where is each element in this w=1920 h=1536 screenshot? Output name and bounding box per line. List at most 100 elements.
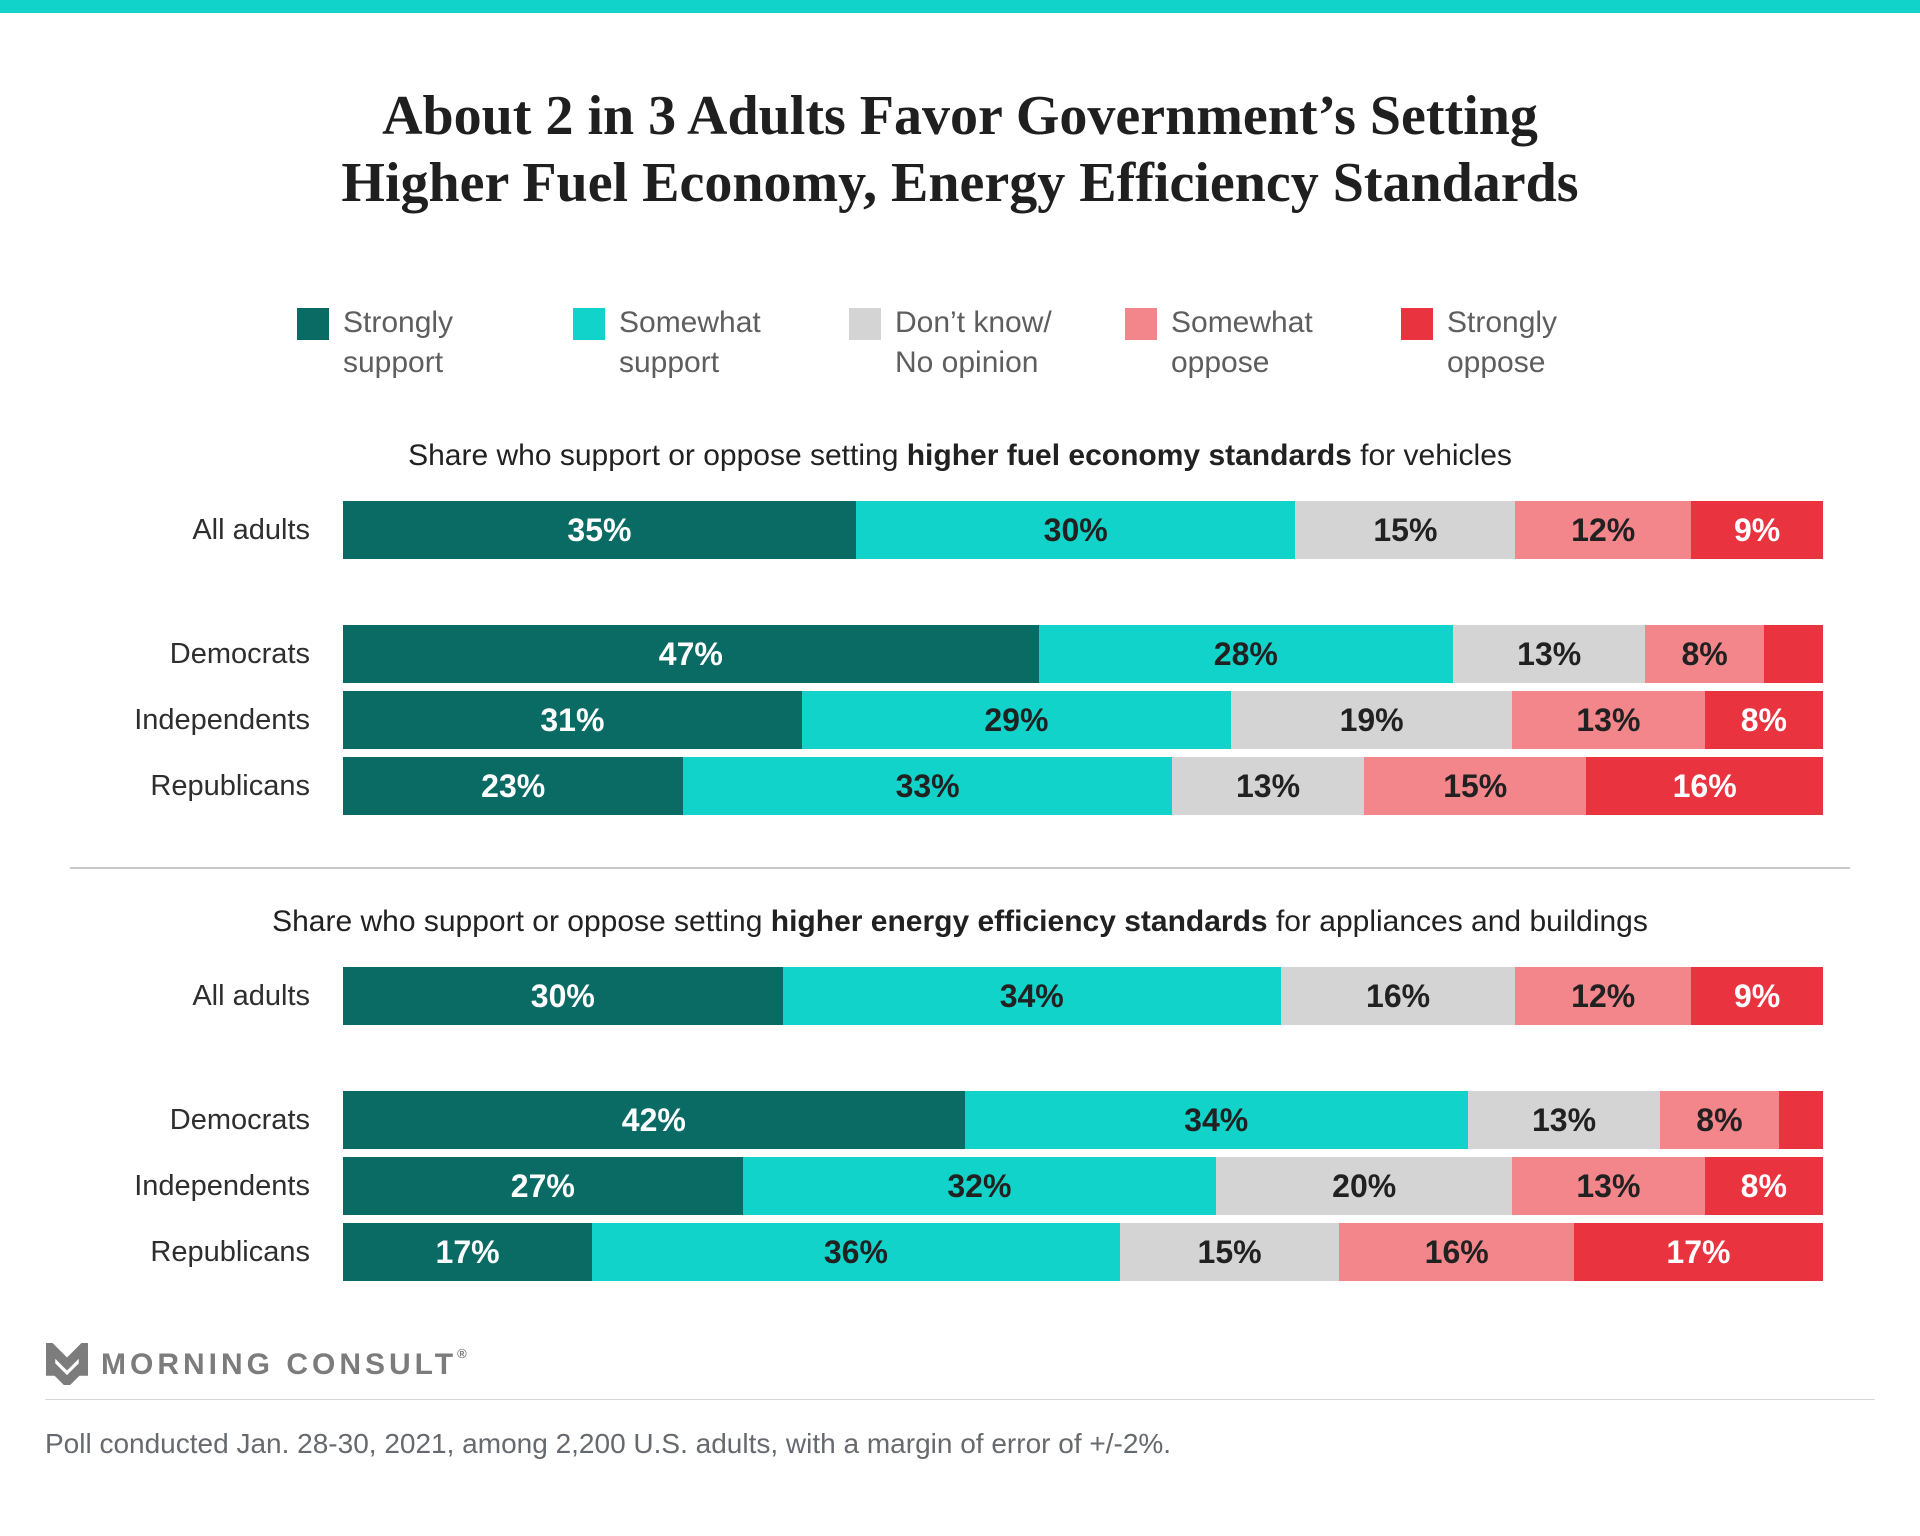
bar-segment: 30%: [343, 967, 783, 1026]
bar-segment: 8%: [1645, 625, 1764, 684]
bar-segment: 13%: [1512, 691, 1705, 750]
legend-label: Somewhat support: [619, 306, 761, 380]
stacked-bar: 27% 32% 20% 13% 8%: [343, 1157, 1823, 1216]
section-subtitle-fuel-economy: Share who support or oppose setting high…: [0, 439, 1920, 473]
bar-segment: 28%: [1038, 625, 1453, 684]
chart-row: All adults 35% 30% 15% 12% 9%: [0, 501, 1823, 560]
legend-label: Strongly oppose: [1447, 306, 1558, 380]
bar-segment: 8%: [1704, 1157, 1823, 1216]
stacked-bar: 35% 30% 15% 12% 9%: [343, 501, 1823, 560]
bar-segment: 9%: [1691, 501, 1823, 560]
bar-segment: 30%: [855, 501, 1296, 560]
bar-segment: 27%: [343, 1157, 743, 1216]
row-label: All adults: [192, 979, 310, 1012]
subtitle-bold: higher fuel economy standards: [906, 439, 1352, 473]
chart-title-line1: About 2 in 3 Adults Favor Government’s S…: [382, 85, 1538, 147]
bar-segment: 20%: [1216, 1157, 1513, 1216]
legend-label: Don’t know/ No opinion: [895, 306, 1052, 380]
legend-item: Strongly oppose: [1401, 303, 1623, 383]
footer: MORNING CONSULT® Poll conducted Jan. 28-…: [45, 1343, 1875, 1460]
chart-row: Republicans 23% 33% 13% 15% 16%: [0, 757, 1824, 816]
chart-row: Democrats 42% 34% 13% 8%: [0, 1091, 1824, 1150]
legend-swatch: [573, 308, 605, 341]
stacked-bar: 47% 28% 13% 8%: [343, 625, 1824, 684]
subtitle-prefix: Share who support or oppose setting: [408, 439, 907, 473]
legend: Strongly support Somewhat support Don’t kn…: [0, 303, 1920, 383]
bar-segment: 15%: [1295, 501, 1516, 560]
row-label: All adults: [192, 513, 310, 546]
bar-segment: 13%: [1171, 757, 1365, 816]
chart-row: Republicans 17% 36% 15% 16% 17%: [0, 1223, 1823, 1282]
stacked-bar: 17% 36% 15% 16% 17%: [343, 1223, 1823, 1282]
chart-row: Democrats 47% 28% 13% 8%: [0, 625, 1824, 684]
bar-segment: 32%: [742, 1157, 1217, 1216]
legend-label: Somewhat oppose: [1171, 306, 1313, 380]
brand-text: MORNING CONSULT: [101, 1348, 458, 1382]
footer-divider: [45, 1399, 1875, 1401]
chart-section-fuel-economy: Share who support or oppose setting high…: [0, 439, 1920, 816]
bar-segment: 42%: [343, 1091, 965, 1150]
bar-segment: 16%: [1280, 967, 1516, 1026]
legend-item: Don’t know/ No opinion: [849, 303, 1071, 383]
legend-swatch: [1401, 308, 1433, 341]
legend-item: Somewhat oppose: [1125, 303, 1347, 383]
bar-segment: 35%: [343, 501, 856, 560]
row-label: Democrats: [169, 637, 310, 670]
row-label: Republicans: [150, 769, 310, 802]
bar-segment: 16%: [1586, 757, 1824, 816]
bar-segment: 29%: [801, 691, 1231, 750]
source-note: Poll conducted Jan. 28-30, 2021, among 2…: [45, 1428, 1172, 1460]
subtitle-bold: higher energy efficiency standards: [770, 905, 1268, 939]
brand-wordmark: MORNING CONSULT®: [101, 1346, 467, 1382]
section-divider: [70, 867, 1850, 870]
bar-segment: [1778, 1091, 1824, 1150]
bar-segment: 13%: [1453, 625, 1646, 684]
bar-segment: 8%: [1660, 1091, 1779, 1150]
bar-segment: 12%: [1515, 501, 1692, 560]
bar-segment: 47%: [343, 625, 1039, 684]
bar-segment: 15%: [1119, 1223, 1340, 1282]
bar-segment: 36%: [592, 1223, 1120, 1282]
row-label: Independents: [134, 1169, 310, 1202]
stacked-bar: 42% 34% 13% 8%: [343, 1091, 1824, 1150]
chart-row: All adults 30% 34% 16% 12% 9%: [0, 967, 1823, 1026]
bar-segment: 13%: [1467, 1091, 1661, 1150]
chart-row: Independents 31% 29% 19% 13% 8%: [0, 691, 1824, 750]
legend-swatch: [1125, 308, 1157, 341]
bar-segment: [1763, 625, 1824, 684]
stacked-bar: 30% 34% 16% 12% 9%: [343, 967, 1823, 1026]
morning-consult-m-icon: [46, 1343, 88, 1386]
stacked-bar: 31% 29% 19% 13% 8%: [343, 691, 1824, 750]
bar-segment: 19%: [1231, 691, 1513, 750]
bar-segment: 17%: [1573, 1223, 1823, 1282]
bar-chart-fuel-economy: All adults 35% 30% 15% 12% 9% Democrats 47% 28% 1…: [0, 501, 1824, 816]
bar-segment: 23%: [343, 757, 684, 816]
subtitle-suffix: for vehicles: [1351, 439, 1512, 473]
bar-segment: 12%: [1515, 967, 1692, 1026]
bar-segment: 8%: [1704, 691, 1824, 750]
legend-item: Strongly support: [297, 303, 519, 383]
bar-segment: 13%: [1512, 1157, 1705, 1216]
bar-segment: 34%: [964, 1091, 1468, 1150]
brand-logo: MORNING CONSULT®: [45, 1343, 1875, 1386]
chart-section-energy-efficiency: Share who support or oppose setting high…: [0, 905, 1920, 1282]
stacked-bar: 23% 33% 13% 15% 16%: [343, 757, 1824, 816]
subtitle-prefix: Share who support or oppose setting: [272, 905, 771, 939]
bar-segment: 9%: [1691, 967, 1823, 1026]
row-label: Independents: [134, 703, 310, 736]
bar-segment: 34%: [782, 967, 1281, 1026]
bar-segment: 17%: [343, 1223, 593, 1282]
registered-trademark: ®: [457, 1346, 467, 1362]
bar-segment: 31%: [343, 691, 802, 750]
section-subtitle-energy-efficiency: Share who support or oppose setting high…: [0, 905, 1920, 939]
chart-row: Independents 27% 32% 20% 13% 8%: [0, 1157, 1823, 1216]
legend-item: Somewhat support: [573, 303, 795, 383]
bar-segment: 16%: [1339, 1223, 1574, 1282]
row-label: Democrats: [169, 1103, 310, 1136]
accent-top-bar: [0, 0, 1920, 13]
legend-swatch: [297, 308, 329, 341]
chart-title: About 2 in 3 Adults Favor Government’s S…: [0, 13, 1920, 217]
row-label: Republicans: [150, 1235, 310, 1268]
subtitle-suffix: for appliances and buildings: [1267, 905, 1648, 939]
bar-segment: 15%: [1364, 757, 1587, 816]
